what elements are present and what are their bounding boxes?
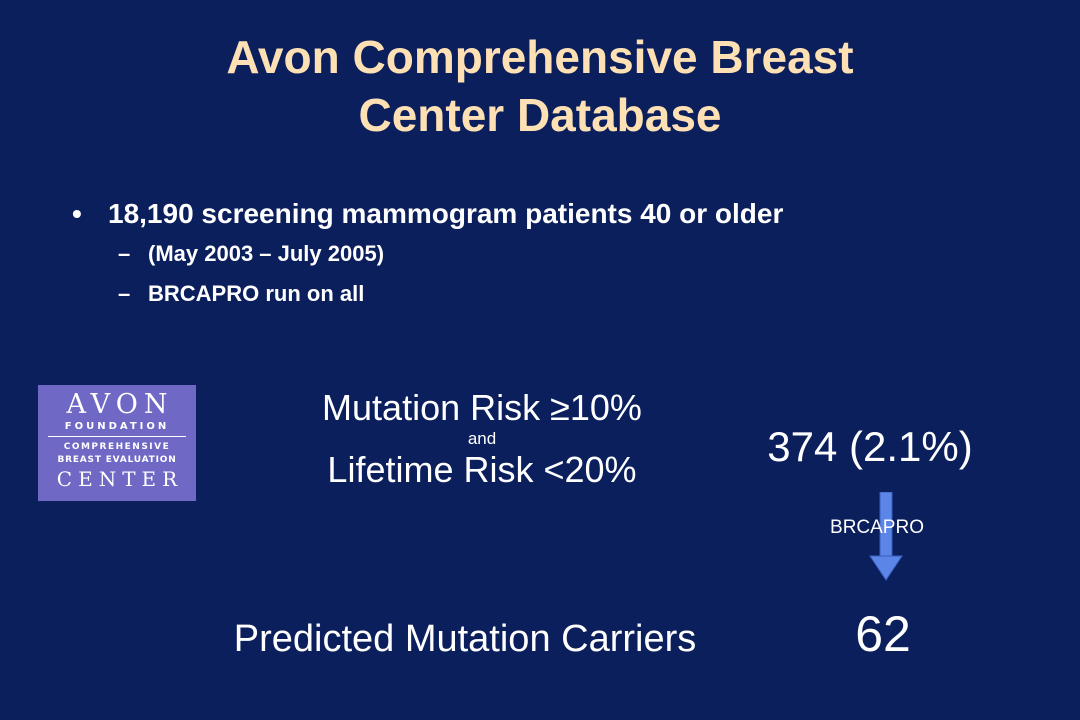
predicted-carriers-value: 62	[855, 606, 911, 662]
logo-line-center: CENTER	[56, 467, 184, 491]
slide-title: Avon Comprehensive Breast Center Databas…	[0, 28, 1080, 144]
predicted-carriers-label: Predicted Mutation Carriers	[233, 618, 697, 660]
slide-title-line-2: Center Database	[358, 89, 722, 141]
bullet-list: • 18,190 screening mammogram patients 40…	[72, 194, 783, 314]
bullet-item: • 18,190 screening mammogram patients 40…	[72, 194, 783, 234]
sub-bullet-text: (May 2003 – July 2005)	[148, 241, 385, 266]
patient-count: 374 (2.1%)	[767, 423, 973, 470]
bullet-marker: •	[72, 198, 82, 229]
sub-bullet-item: – (May 2003 – July 2005)	[72, 234, 783, 274]
criteria-connector: and	[467, 429, 497, 448]
slide-title-line-1: Avon Comprehensive Breast	[226, 31, 854, 83]
logo-line-comprehensive: COMPREHENSIVE	[63, 442, 171, 452]
risk-criteria: Mutation Risk ≥10% and Lifetime Risk <20…	[262, 386, 702, 492]
down-arrow-icon	[869, 492, 903, 581]
mutation-risk-text: Mutation Risk ≥10%	[322, 387, 642, 428]
logo-line-breast-evaluation: BREAST EVALUATION	[57, 455, 177, 465]
logo-line-foundation: FOUNDATION	[48, 420, 186, 437]
sub-bullet-text: BRCAPRO run on all	[148, 281, 365, 306]
avon-foundation-logo: AVON FOUNDATION COMPREHENSIVE BREAST EVA…	[38, 385, 196, 501]
arrow-label: BRCAPRO	[830, 517, 924, 538]
sub-bullet-marker: –	[118, 241, 131, 266]
bullet-text: 18,190 screening mammogram patients 40 o…	[108, 198, 784, 229]
logo-line-avon: AVON	[66, 389, 174, 420]
sub-bullet-marker: –	[118, 281, 131, 306]
lifetime-risk-text: Lifetime Risk <20%	[327, 449, 637, 490]
sub-bullet-item: – BRCAPRO run on all	[72, 274, 783, 314]
